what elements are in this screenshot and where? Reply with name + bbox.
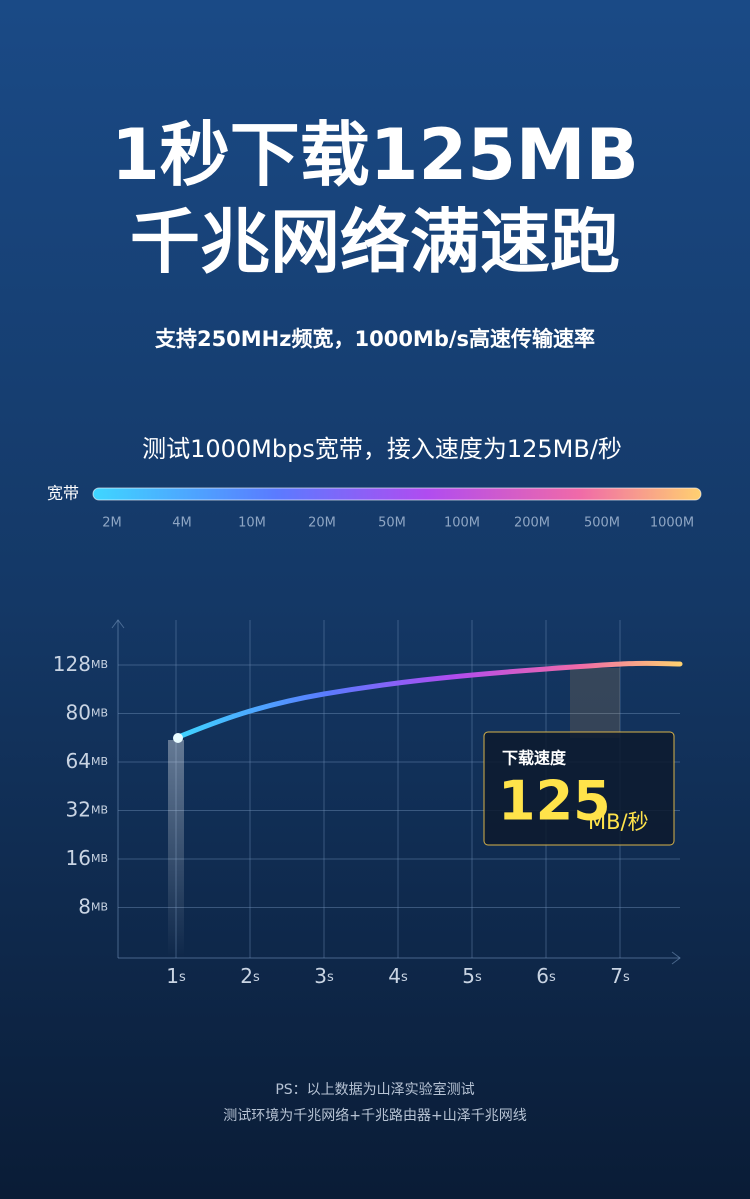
curve-head: [173, 733, 183, 743]
x-unit: s: [327, 970, 334, 985]
caption: 测试1000Mbps宽带，接入速度为125MB/秒: [142, 435, 622, 463]
glow: [168, 740, 184, 958]
x-num: 3: [314, 964, 327, 988]
callout-title: 下载速度: [502, 749, 567, 768]
chart-frame: [111, 619, 681, 965]
x-unit: s: [549, 970, 556, 985]
bar-tick-label: 10M: [238, 516, 266, 531]
bar-tick-label: 50M: [378, 516, 406, 531]
bar-label: 宽带: [47, 484, 79, 503]
title: 千兆网络满速跑: [130, 201, 620, 283]
y-num: 64: [66, 749, 91, 773]
glow: [570, 668, 620, 738]
callout-value: 125: [498, 770, 611, 833]
y-unit: MB: [91, 755, 108, 768]
y-tick-label: 16MB: [66, 846, 109, 870]
x-tick-label: 1s: [166, 964, 186, 988]
y-unit: MB: [91, 658, 108, 671]
x-num: 6: [536, 964, 549, 988]
bar-tick-label: 20M: [308, 516, 336, 531]
y-tick-label: 128MB: [53, 652, 108, 676]
y-num: 80: [66, 700, 91, 724]
x-unit: s: [623, 970, 630, 985]
footnote: 测试环境为千兆网络+千兆路由器+山泽千兆网线: [223, 1108, 526, 1124]
x-tick-label: 3s: [314, 964, 334, 988]
x-unit: s: [253, 970, 260, 985]
x-num: 5: [462, 964, 475, 988]
x-num: 7: [610, 964, 623, 988]
x-tick-label: 2s: [240, 964, 260, 988]
y-num: 32: [66, 797, 91, 821]
y-unit: MB: [91, 852, 108, 865]
subtitle: 支持250MHz频宽，1000Mb/s高速传输速率: [155, 327, 595, 351]
y-tick-label: 32MB: [66, 797, 109, 821]
x-unit: s: [401, 970, 408, 985]
y-unit: MB: [91, 804, 108, 817]
x-tick-label: 4s: [388, 964, 408, 988]
x-num: 2: [240, 964, 253, 988]
bar-tick-label: 1000M: [650, 516, 694, 531]
x-unit: s: [179, 970, 186, 985]
y-tick-label: 80MB: [66, 700, 109, 724]
y-unit: MB: [91, 901, 108, 914]
x-num: 4: [388, 964, 401, 988]
y-tick-label: 64MB: [66, 749, 109, 773]
bar-tick-label: 4M: [172, 516, 192, 531]
y-num: 8: [78, 894, 91, 918]
y-num: 16: [66, 846, 91, 870]
y-tick-label: 8MB: [78, 894, 108, 918]
x-tick-label: 5s: [462, 964, 482, 988]
y-unit: MB: [91, 707, 108, 720]
bar-tick-label: 100M: [444, 516, 480, 531]
callout-box: [483, 731, 675, 846]
x-tick-label: 6s: [536, 964, 556, 988]
x-num: 1: [166, 964, 179, 988]
bar-tick-label: 500M: [584, 516, 620, 531]
callout-unit: MB/秒: [588, 810, 649, 834]
bar-tick-label: 2M: [102, 516, 122, 531]
bar-tick-label: 200M: [514, 516, 550, 531]
footnote: PS：以上数据为山泽实验室测试: [275, 1081, 474, 1098]
y-num: 128: [53, 652, 91, 676]
speed-curve: [173, 660, 683, 741]
x-tick-label: 7s: [610, 964, 630, 988]
title: 1秒下载125MB: [111, 114, 639, 196]
x-unit: s: [475, 970, 482, 985]
bandwidth-bar: [92, 487, 702, 501]
